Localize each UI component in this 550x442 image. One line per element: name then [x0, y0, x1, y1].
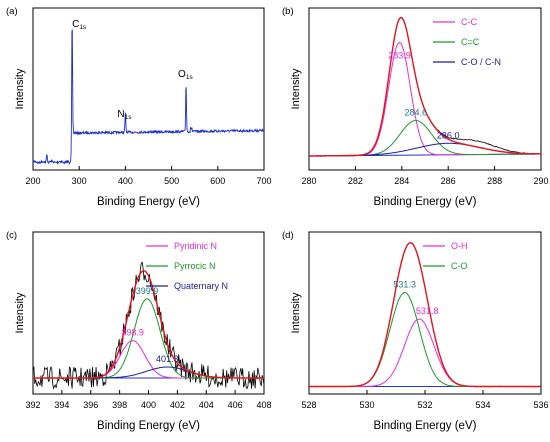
- x-tick-label: 402: [170, 400, 185, 410]
- x-tick-label: 282: [348, 176, 363, 186]
- y-axis-label: Intensity: [14, 292, 26, 333]
- plot-frame: [308, 7, 542, 171]
- legend: Pyridinic N Pyrrocic N Quaternary N: [146, 241, 228, 291]
- legend-label: C-O: [451, 261, 468, 271]
- component-line-pyrrocic-n: [33, 298, 264, 379]
- xps-panel-2: 280 282 284 286 288 290 Binding Energy (eV) Int…: [282, 6, 549, 208]
- x-axis-label: Binding Energy (eV): [97, 420, 200, 432]
- x-tick-label: 284: [394, 176, 409, 186]
- x-tick-label: 394: [54, 400, 69, 410]
- x-tick-label: 396: [83, 400, 98, 410]
- panel-label: (b): [282, 6, 294, 17]
- x-tick-label: 534: [475, 400, 490, 410]
- peak-position-label: 399.9: [136, 286, 159, 296]
- legend-label: C-O / C-N: [461, 57, 501, 67]
- raw-spectrum-line: [308, 16, 542, 157]
- peak-label-O1s: O1s: [178, 69, 193, 81]
- x-tick-label: 286: [441, 176, 456, 186]
- x-tick-label: 528: [301, 400, 316, 410]
- x-tick-label: 280: [301, 176, 316, 186]
- x-tick-label: 400: [141, 400, 156, 410]
- plot-frame: [32, 7, 265, 171]
- peak-position-label: 401.3: [156, 354, 179, 364]
- x-tick-label: 400: [118, 176, 133, 186]
- legend: C-C C=C C-O / C-N: [433, 17, 501, 67]
- legend-label: Pyrrocic N: [174, 261, 216, 271]
- x-tick-label: 288: [487, 176, 502, 186]
- component-line-pyridinic-n: [33, 340, 264, 379]
- y-axis-label: Intensity: [290, 292, 302, 333]
- raw-spectrum-line: [32, 261, 265, 390]
- component-line-c-c: [309, 120, 541, 157]
- x-tick-label: 530: [359, 400, 374, 410]
- legend-label: Pyridinic N: [174, 241, 217, 251]
- component-line-o-h: [309, 318, 541, 387]
- x-tick-label: 300: [72, 176, 87, 186]
- fit-envelope-line: [33, 270, 264, 379]
- x-tick-label: 290: [533, 176, 548, 186]
- x-tick-label: 392: [25, 400, 40, 410]
- legend: O-H C-O: [423, 241, 468, 271]
- x-tick-label: 700: [256, 176, 271, 186]
- x-tick-label: 536: [533, 400, 548, 410]
- peak-position-label: 286.0: [437, 130, 460, 140]
- x-tick-label: 500: [164, 176, 179, 186]
- xps-panel-4: 528 530 532 534 536 Binding Energy (eV) Intens…: [282, 230, 549, 432]
- x-axis-label: Binding Energy (eV): [374, 196, 477, 208]
- panel-label: (d): [282, 230, 294, 241]
- legend-label: O-H: [451, 241, 468, 251]
- x-tick-label: 200: [25, 176, 40, 186]
- peak-position-label: 531.8: [416, 306, 439, 316]
- y-axis-label: Intensity: [14, 68, 26, 109]
- legend-label: C=C: [461, 37, 480, 47]
- plot-frame: [32, 231, 265, 395]
- x-tick-label: 404: [199, 400, 214, 410]
- x-axis-label: Binding Energy (eV): [374, 420, 477, 432]
- legend-label: Quaternary N: [174, 281, 228, 291]
- y-axis-label: Intensity: [290, 68, 302, 109]
- survey-spectrum-line: [32, 29, 265, 165]
- x-tick-label: 406: [228, 400, 243, 410]
- peak-label-N1s: N1s: [117, 109, 132, 121]
- peak-position-label: 398.9: [121, 328, 144, 338]
- panel-label: (a): [6, 6, 18, 17]
- fit-envelope-line: [309, 16, 541, 157]
- x-tick-label: 532: [417, 400, 432, 410]
- legend-label: C-C: [461, 17, 477, 27]
- fit-envelope-line: [309, 242, 541, 388]
- peak-position-label: 531.3: [393, 280, 416, 290]
- x-tick-label: 398: [112, 400, 127, 410]
- peak-position-label: 284.6: [404, 108, 427, 118]
- component-line-c-c: [309, 42, 541, 157]
- panel-label: (c): [6, 230, 17, 241]
- x-tick-label: 600: [210, 176, 225, 186]
- xps-panel-3: 392 394 396 398 400 402 404 406 408 Binding Energ…: [6, 230, 272, 432]
- peak-position-label: 283.9: [388, 51, 411, 61]
- x-tick-label: 408: [256, 400, 271, 410]
- peak-label-C1s: C1s: [72, 19, 87, 31]
- xps-panel-1: 200 300 400 500 600 700 Binding Energy (eV) Int…: [6, 6, 272, 208]
- x-axis-label: Binding Energy (eV): [97, 196, 200, 208]
